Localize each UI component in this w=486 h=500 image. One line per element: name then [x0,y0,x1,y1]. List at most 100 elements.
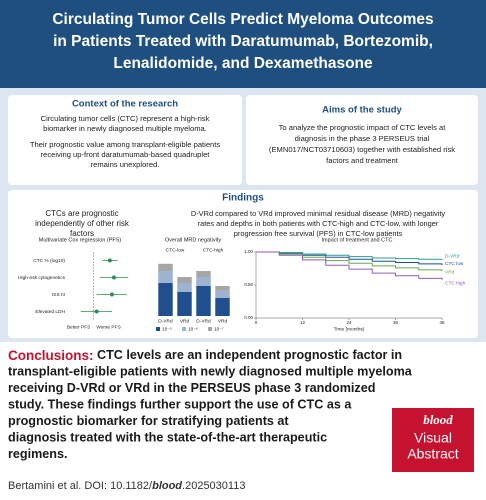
conclusion-line: Conclusions: CTC levels are an independe… [8,348,402,363]
context-heading: Context of the research [72,99,178,110]
x-tick-label: 24 [346,320,352,325]
conclusion-text: CTC levels are an independent prognostic… [94,348,403,362]
bar-segment [196,286,211,316]
findings-left-text: CTCs are prognostic [45,209,118,218]
chart-title: Impact of treatment and CTC [322,237,393,243]
row-label: ISS III [52,292,65,298]
findings-left-text: independently of other risk [35,219,130,228]
findings-right-text: rates and depths in both patients with C… [198,219,439,228]
legend-swatch [208,327,212,331]
bar-segment [196,271,211,277]
conclusion-label: Conclusions: [8,348,94,363]
hazard-point [111,275,116,280]
y-tick-label: 0.50 [244,282,253,287]
x-tick-label: 12 [300,320,306,325]
aims-heading: Aims of the study [322,105,402,116]
conclusion-line: study. These findings further support th… [8,398,352,412]
axis-note: Worse PFS [96,324,120,330]
y-tick-label: 1.00 [244,249,253,254]
group-label: CTC-low [166,247,185,253]
series-label: VRd [445,270,455,276]
hazard-point [94,309,99,314]
survival-curve [256,251,443,266]
conclusion-text: diagnosis treated with the state-of-the-… [8,431,327,445]
bar-segment [158,283,173,316]
hazard-point [109,292,114,297]
row-label: High-risk cytogenetics [18,275,66,281]
findings-box [8,190,478,338]
x-tick-label: 0 [255,320,258,325]
logo-brand: blood [423,412,453,427]
logo-line: Visual [414,430,452,446]
series-label: D-VRd [445,253,460,259]
context-text: Their prognostic value among transplant-… [30,140,221,149]
legend-label: 10⁻⁷ [214,326,224,332]
bar-label: D-VRd [158,318,173,324]
conclusion-line: prognostic biomarker for stratifying pat… [8,414,289,428]
context-text: remains unexplored. [91,160,160,169]
bar-segment [158,263,173,271]
aims-text: To analyze the prognostic impact of CTC … [279,123,447,132]
citation-suffix: .2025030113 [182,480,245,492]
bar-segment [215,298,230,316]
title-line: Lenalidomide, and Dexamethasone [113,55,373,72]
citation-prefix: Bertamini et al. DOI: 10.1182/ [8,480,153,492]
survival-curve [256,251,443,280]
group-label: CTC-high [203,247,224,253]
citation-journal: blood [152,480,182,492]
conclusion-text: regimens. [8,447,68,461]
bar-segment [177,283,192,292]
bar-label: VRd [180,318,190,324]
logo-box [392,408,474,472]
findings-left-text: factors [70,229,94,238]
x-axis-label: Time (months) [334,326,365,332]
conclusion-text: study. These findings further support th… [8,398,352,412]
findings-right-text: progression free survival (PFS) in CTC-l… [234,229,403,238]
survival-curve [256,251,443,260]
bar-label: D-VRd [196,318,211,324]
row-label: CTC % (log10) [33,258,65,264]
header-band [0,0,486,88]
bar-label: VRd [218,318,228,324]
chart-title: Overall MRD negativity [165,237,221,243]
context-text: biomarker in newly diagnosed multiple my… [43,124,207,133]
conclusion-text: prognostic biomarker for stratifying pat… [8,414,289,428]
row-label: Elevated LDH [35,309,65,315]
bar-segment [215,290,230,298]
context-box [8,95,242,185]
findings-heading: Findings [222,193,264,204]
conclusion-line: diagnosis treated with the state-of-the-… [8,431,327,445]
y-tick-label: 0.00 [244,315,253,320]
series-label: CTC high [445,281,466,287]
x-tick-label: 36 [393,320,399,325]
findings-right-text: D-VRd compared to VRd improved minimal r… [191,209,446,218]
conclusion-text: receiving D-VRd or VRd in the PERSEUS ph… [8,381,375,395]
legend-label: 10⁻⁶ [188,326,198,332]
conclusion-line: transplant-eligible patients with newly … [8,365,413,379]
bar-segment [158,271,173,283]
survival-curve [256,251,443,272]
x-tick-label: 48 [439,320,445,325]
chart-title: Multivariate Cox regression (PFS) [39,237,122,243]
aims-text: diagnosis in the phase 3 PERSEUS trial [295,134,430,143]
citation: Bertamini et al. DOI: 10.1182/blood.2025… [8,480,245,492]
axis-note: Better PFS [67,324,90,330]
hazard-point [107,258,112,263]
conclusion-line: receiving D-VRd or VRd in the PERSEUS ph… [8,381,375,395]
bar-segment [177,292,192,316]
legend-swatch [182,327,186,331]
aims-text: factors and treatment [326,156,399,165]
title-line: in Patients Treated with Daratumumab, Bo… [53,33,433,50]
logo-line: Abstract [407,446,458,462]
context-text: Circulating tumor cells (CTC) represent … [41,114,210,123]
title-line: Circulating Tumor Cells Predict Myeloma … [52,11,433,28]
bar-segment [196,277,211,286]
aims-box [246,95,478,185]
conclusion-text: transplant-eligible patients with newly … [8,365,413,379]
conclusion-line: regimens. [8,447,68,461]
aims-text: (EMN017/NCT03710603) together with estab… [269,145,455,154]
series-label: CTC low [445,261,464,267]
bar-segment [177,277,192,283]
legend-swatch [156,327,160,331]
